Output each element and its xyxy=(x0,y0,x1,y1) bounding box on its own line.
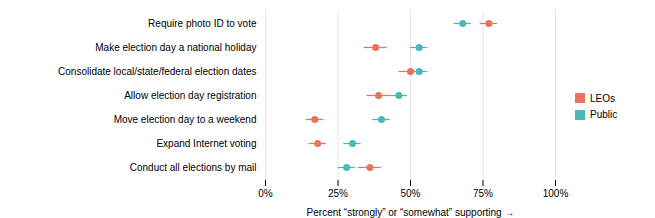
html-text:LEOs: LEOs xyxy=(590,92,615,104)
svg-text:75%: 75% xyxy=(473,188,493,199)
svg-text:Require photo ID to vote: Require photo ID to vote xyxy=(148,18,257,29)
svg-text:0%: 0% xyxy=(258,188,273,199)
svg-text:Percent “strongly” or “somewha: Percent “strongly” or “somewhat” support… xyxy=(307,207,515,218)
svg-text:Consolidate local/state/federa: Consolidate local/state/federal election… xyxy=(58,66,256,77)
svg-text:100%: 100% xyxy=(543,188,569,199)
svg-text:Make election day a national h: Make election day a national holiday xyxy=(95,42,256,53)
svg-text:25%: 25% xyxy=(328,188,348,199)
html-text:Public: Public xyxy=(590,109,618,121)
svg-text:50%: 50% xyxy=(400,188,420,199)
svg-text:Move election day to a weekend: Move election day to a weekend xyxy=(114,114,257,125)
svg-text:Allow election day registratio: Allow election day registration xyxy=(124,90,256,101)
svg-text:Expand Internet voting: Expand Internet voting xyxy=(156,138,256,149)
svg-text:Conduct all elections by mail: Conduct all elections by mail xyxy=(130,162,257,173)
